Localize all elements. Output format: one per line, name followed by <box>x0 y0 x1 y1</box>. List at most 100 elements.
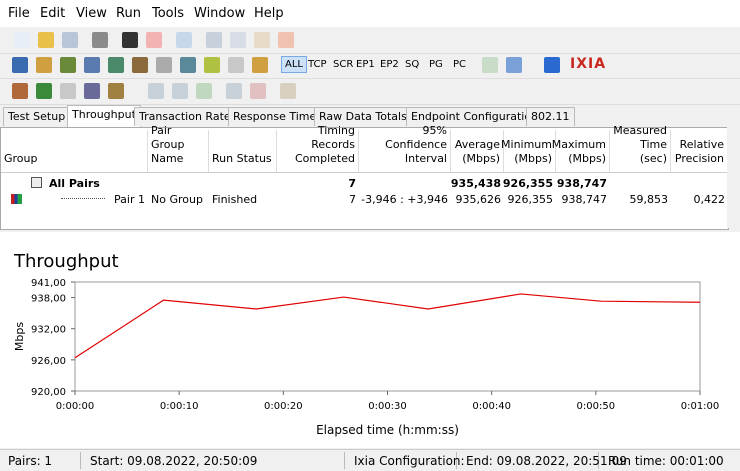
toolbar-icon[interactable] <box>254 32 270 48</box>
table-cell: Pair 1 <box>114 193 145 206</box>
toolbar-icon[interactable] <box>544 57 560 73</box>
toolbar-icon[interactable] <box>482 57 498 73</box>
status-bar: Pairs: 1 Start: 09.08.2022, 20:50:09 Ixia … <box>0 449 740 471</box>
toolbar-icon[interactable] <box>252 57 268 73</box>
filter-button[interactable]: PC <box>453 59 467 70</box>
column-header[interactable]: Measured Time (sec) <box>610 124 671 172</box>
column-header[interactable]: Average (Mbps) <box>451 130 504 172</box>
x-tick-label: 0:01:00 <box>681 401 720 412</box>
y-axis-label: Mbps <box>13 322 26 351</box>
collapse-toggle[interactable] <box>31 177 42 188</box>
toolbar-icon[interactable] <box>122 32 138 48</box>
toolbar-icon[interactable] <box>506 57 522 73</box>
toolbar-icon[interactable] <box>62 32 78 48</box>
toolbar-icon[interactable] <box>36 57 52 73</box>
table-cell: 926,355 <box>502 177 553 190</box>
plot-frame <box>74 281 701 392</box>
toolbar-icon[interactable] <box>226 83 242 99</box>
menu-item[interactable]: Window <box>194 6 246 21</box>
toolbar-icon[interactable] <box>84 83 100 99</box>
toolbar-icon[interactable] <box>38 32 54 48</box>
table-cell: 7 <box>349 193 356 206</box>
table-cell: -3,946 : +3,946 <box>361 193 448 206</box>
filter-button[interactable]: EP1 <box>356 59 375 70</box>
toolbar-icon[interactable] <box>230 32 246 48</box>
status-field: Pairs: 1 <box>8 454 53 468</box>
toolbar-icon[interactable] <box>204 57 220 73</box>
menu-item[interactable]: Help <box>254 6 284 21</box>
x-tick-label: 0:00:00 <box>56 401 95 412</box>
toolbar <box>0 79 740 105</box>
status-separator <box>344 452 345 469</box>
pair-icon <box>11 194 22 204</box>
toolbar-icon[interactable] <box>84 57 100 73</box>
table-cell: 0,422 <box>693 193 726 206</box>
toolbar-icon[interactable] <box>180 57 196 73</box>
tab[interactable]: Throughput <box>67 105 141 127</box>
tab[interactable]: Test Setup <box>3 107 71 126</box>
toolbar-icon[interactable] <box>280 83 296 99</box>
filter-button[interactable]: PG <box>429 59 443 70</box>
toolbar-icon[interactable] <box>12 57 28 73</box>
status-separator <box>80 452 81 469</box>
menu-item[interactable]: File <box>8 6 30 21</box>
y-tick-label: 920,00 <box>31 387 66 398</box>
toolbar-icon[interactable] <box>14 32 30 48</box>
toolbar-icon[interactable] <box>278 32 294 48</box>
tab[interactable]: Raw Data Totals <box>314 107 412 126</box>
filter-button[interactable]: ALL <box>281 56 307 73</box>
tab[interactable]: Response Time <box>228 107 322 126</box>
toolbar-icon[interactable] <box>196 83 212 99</box>
toolbar-icon[interactable] <box>156 57 172 73</box>
filter-button[interactable]: EP2 <box>380 59 399 70</box>
column-header[interactable]: 95% Confidence Interval <box>359 124 451 172</box>
toolbar-icon[interactable] <box>60 57 76 73</box>
filter-button[interactable]: SQ <box>405 59 420 70</box>
x-axis-label: Elapsed time (h:mm:ss) <box>316 423 459 437</box>
filter-button[interactable]: SCR <box>333 59 354 70</box>
x-tick-label: 0:00:50 <box>577 401 616 412</box>
column-header[interactable]: Run Status <box>209 130 277 172</box>
menu-item[interactable]: View <box>76 6 107 21</box>
status-separator <box>456 452 457 469</box>
toolbar-icon[interactable] <box>172 83 188 99</box>
tab[interactable]: 802.11 <box>526 107 575 126</box>
column-header[interactable]: Minimum (Mbps) <box>501 130 556 172</box>
toolbar-icon[interactable] <box>12 83 28 99</box>
tab[interactable]: Endpoint Configuration <box>406 107 544 126</box>
column-header[interactable]: Timing Records Completed <box>277 124 359 172</box>
toolbar-icon[interactable] <box>60 83 76 99</box>
column-header[interactable]: Relative Precision <box>671 130 728 172</box>
y-tick-label: 926,00 <box>31 356 66 367</box>
column-header[interactable]: Maximum (Mbps) <box>552 130 610 172</box>
toolbar-icon[interactable] <box>176 32 192 48</box>
toolbar-icon[interactable] <box>206 32 222 48</box>
scrollbar[interactable] <box>727 127 740 228</box>
toolbar-icon[interactable] <box>36 83 52 99</box>
tab[interactable]: Transaction Rate <box>134 107 236 126</box>
x-tick-label: 0:00:20 <box>264 401 303 412</box>
menu-item[interactable]: Edit <box>40 6 66 21</box>
toolbar-icon[interactable] <box>108 57 124 73</box>
toolbar-icon[interactable] <box>108 83 124 99</box>
filter-button[interactable]: TCP <box>308 59 327 70</box>
toolbar-icon[interactable] <box>92 32 108 48</box>
toolbar <box>0 28 740 54</box>
toolbar-icon[interactable] <box>132 57 148 73</box>
toolbar-icon[interactable] <box>148 83 164 99</box>
toolbar-icon[interactable] <box>250 83 266 99</box>
toolbar-icon[interactable] <box>228 57 244 73</box>
y-tick-label: 932,00 <box>31 325 66 336</box>
table-cell: 7 <box>348 177 356 190</box>
table-cell: 59,853 <box>629 193 669 206</box>
menu-item[interactable]: Run <box>116 6 141 21</box>
toolbar-icon[interactable] <box>146 32 162 48</box>
table-cell: 938,747 <box>561 193 608 206</box>
status-field: Start: 09.08.2022, 20:50:09 <box>90 454 258 468</box>
column-header[interactable]: Pair Group Name <box>148 124 209 172</box>
menu-item[interactable]: Tools <box>152 6 185 21</box>
table-cell: 926,355 <box>507 193 554 206</box>
table-cell: No Group <box>151 193 203 206</box>
column-header[interactable]: Group <box>1 130 148 172</box>
